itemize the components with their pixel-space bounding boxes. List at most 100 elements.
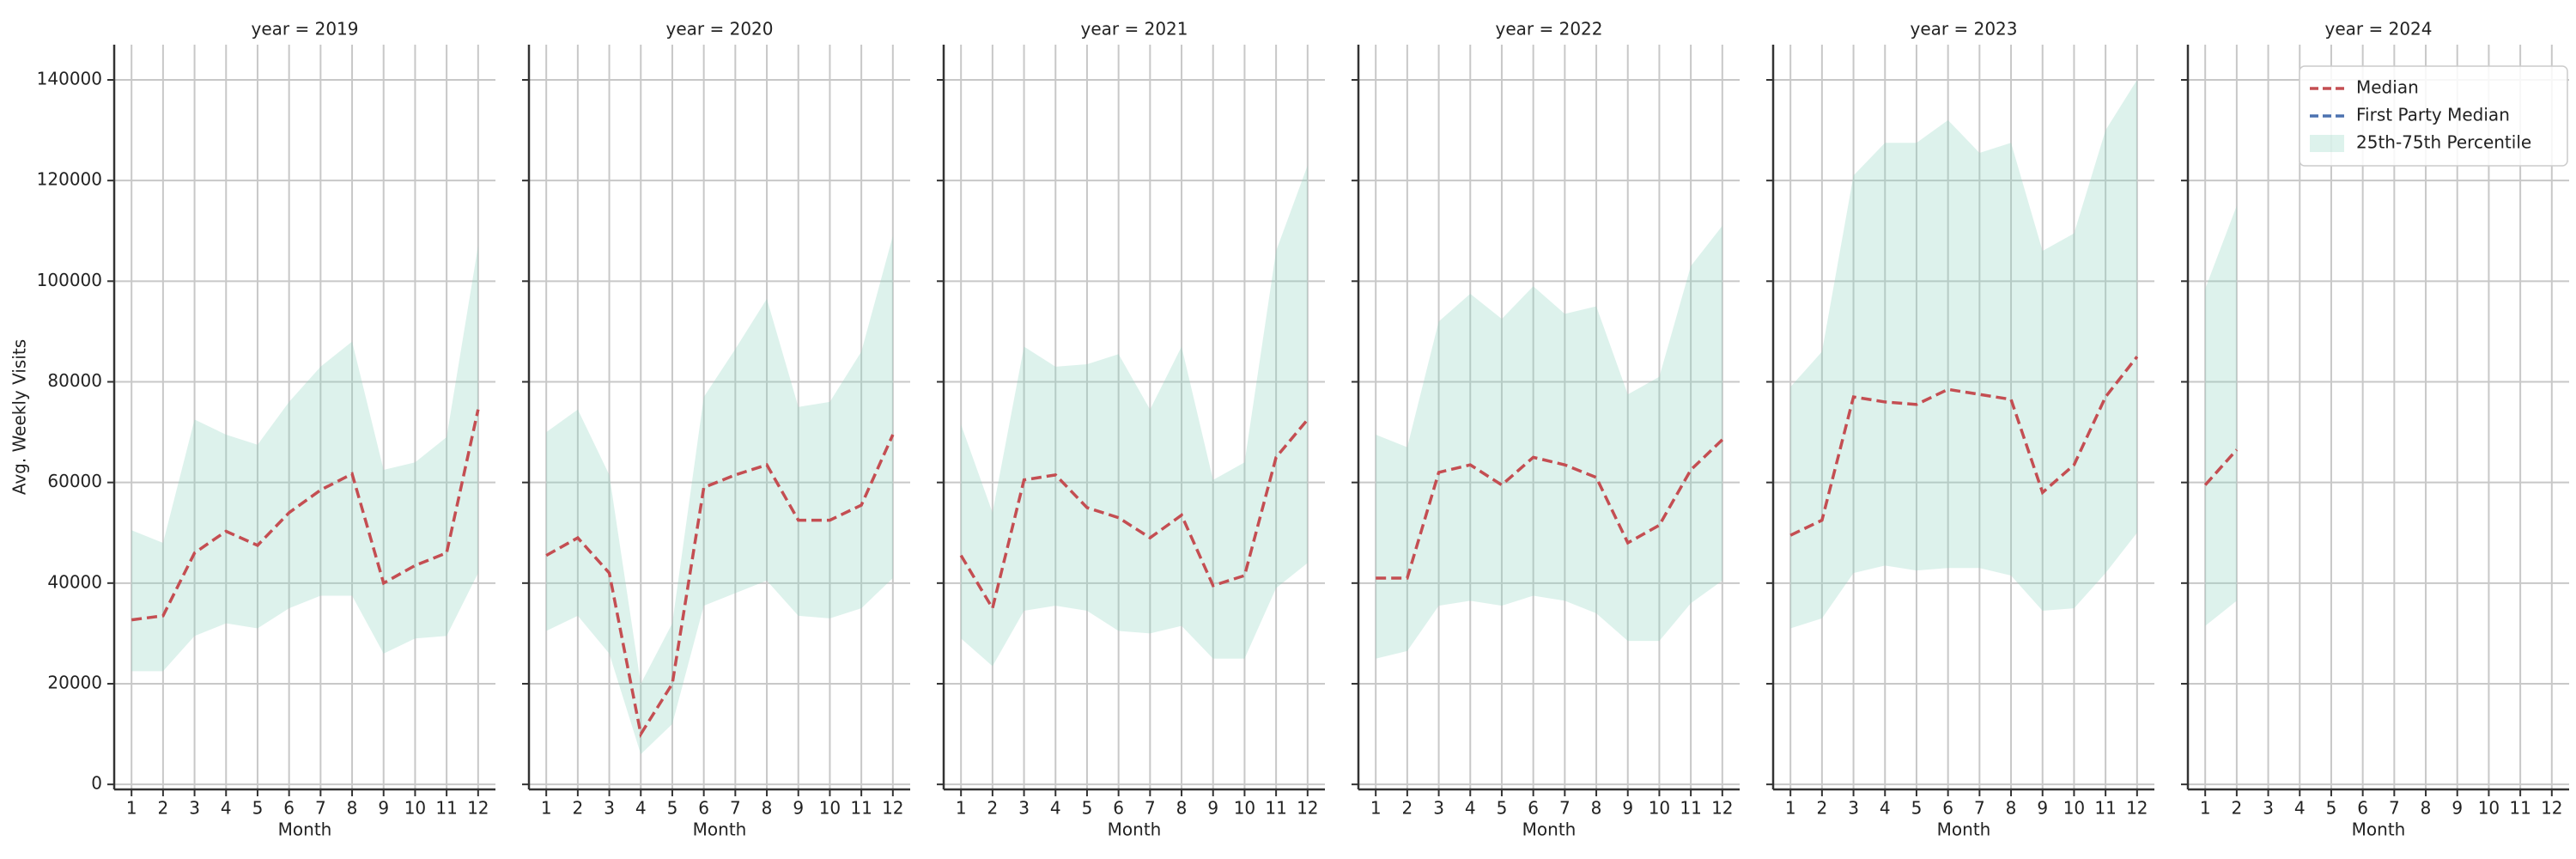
x-tick-label: 4 [1050,798,1061,819]
x-tick-label: 9 [378,798,389,819]
x-tick-label: 11 [2509,798,2530,819]
percentile-band [2205,205,2237,626]
x-tick-label: 2 [573,798,584,819]
x-tick-label: 6 [2357,798,2368,819]
x-tick-label: 3 [1018,798,1030,819]
x-axis-label: Month [1937,819,1991,840]
x-tick-label: 6 [1113,798,1124,819]
panel-title: year = 2023 [1911,19,2018,40]
x-tick-label: 8 [2421,798,2432,819]
x-tick-label: 5 [667,798,678,819]
x-tick-label: 1 [2200,798,2211,819]
x-tick-label: 7 [1559,798,1571,819]
x-tick-label: 12 [1297,798,1318,819]
legend-label: Median [2356,77,2419,98]
x-tick-label: 10 [404,798,426,819]
x-tick-label: 9 [793,798,804,819]
y-tick-label: 60000 [47,471,102,491]
y-tick-label: 100000 [37,270,102,290]
x-tick-label: 12 [467,798,489,819]
x-axis-label: Month [1108,819,1162,840]
legend-label: 25th-75th Percentile [2356,132,2531,153]
x-tick-label: 3 [1433,798,1444,819]
legend-label: First Party Median [2356,105,2510,125]
x-tick-label: 9 [2451,798,2463,819]
x-tick-label: 10 [819,798,841,819]
x-tick-label: 7 [2389,798,2400,819]
x-tick-label: 6 [698,798,709,819]
x-tick-label: 2 [158,798,169,819]
median-line [2203,448,2239,486]
x-tick-label: 2 [987,798,999,819]
x-tick-label: 2 [1817,798,1828,819]
x-tick-label: 11 [2094,798,2116,819]
x-tick-label: 8 [347,798,358,819]
x-tick-label: 10 [2063,798,2085,819]
y-tick-label: 0 [91,773,102,794]
x-tick-label: 5 [1082,798,1093,819]
percentile-band [546,235,893,754]
x-tick-label: 11 [1265,798,1286,819]
x-axis-label: Month [2352,819,2406,840]
x-tick-label: 7 [1974,798,1985,819]
panel-title: year = 2022 [1496,19,1603,40]
y-tick-label: 120000 [37,169,102,190]
x-tick-label: 6 [1528,798,1539,819]
x-tick-label: 5 [2326,798,2337,819]
x-tick-label: 6 [283,798,295,819]
x-tick-label: 2 [2232,798,2243,819]
x-tick-label: 11 [435,798,457,819]
percentile-band [131,246,478,672]
x-tick-label: 1 [1370,798,1382,819]
y-tick-label: 20000 [47,672,102,692]
x-tick-label: 12 [2541,798,2562,819]
x-tick-label: 7 [730,798,741,819]
median-line [1376,438,1724,580]
x-tick-label: 4 [635,798,647,819]
x-tick-label: 8 [1176,798,1188,819]
legend-box [2299,65,2568,167]
median-line [959,418,1309,612]
x-tick-label: 9 [1622,798,1633,819]
x-tick-label: 3 [1848,798,1859,819]
x-tick-label: 11 [850,798,872,819]
x-tick-label: 6 [1942,798,1953,819]
median-line [545,434,895,739]
x-tick-label: 11 [1680,798,1701,819]
x-tick-label: 1 [956,798,967,819]
x-tick-label: 10 [1234,798,1255,819]
y-tick-label: 80000 [47,370,102,391]
x-tick-label: 9 [2037,798,2048,819]
legend-swatch [2310,135,2344,152]
x-tick-label: 2 [1402,798,1413,819]
panel-title: year = 2021 [1081,19,1188,40]
x-tick-label: 8 [2006,798,2017,819]
x-tick-label: 8 [762,798,773,819]
percentile-band [1376,225,1722,659]
x-axis-label: Month [1522,819,1577,840]
median-line [131,409,480,622]
x-tick-label: 5 [1497,798,1508,819]
x-tick-label: 12 [882,798,903,819]
x-tick-label: 8 [1591,798,1602,819]
median-line [1789,356,2139,537]
y-tick-label: 40000 [47,571,102,592]
x-tick-label: 12 [2126,798,2148,819]
x-axis-label: Month [693,819,747,840]
y-tick-label: 140000 [37,69,102,89]
x-tick-label: 3 [604,798,615,819]
percentile-band [1790,80,2137,629]
x-tick-label: 7 [1145,798,1156,819]
x-tick-label: 12 [1711,798,1733,819]
panel-title: year = 2024 [2325,19,2433,40]
x-tick-label: 3 [2263,798,2274,819]
panel-title: year = 2020 [666,19,774,40]
x-tick-label: 1 [541,798,552,819]
x-tick-label: 10 [1649,798,1670,819]
x-tick-label: 4 [1880,798,1891,819]
x-tick-label: 5 [252,798,264,819]
x-tick-label: 3 [189,798,200,819]
x-tick-label: 1 [126,798,137,819]
x-tick-label: 5 [1911,798,1923,819]
